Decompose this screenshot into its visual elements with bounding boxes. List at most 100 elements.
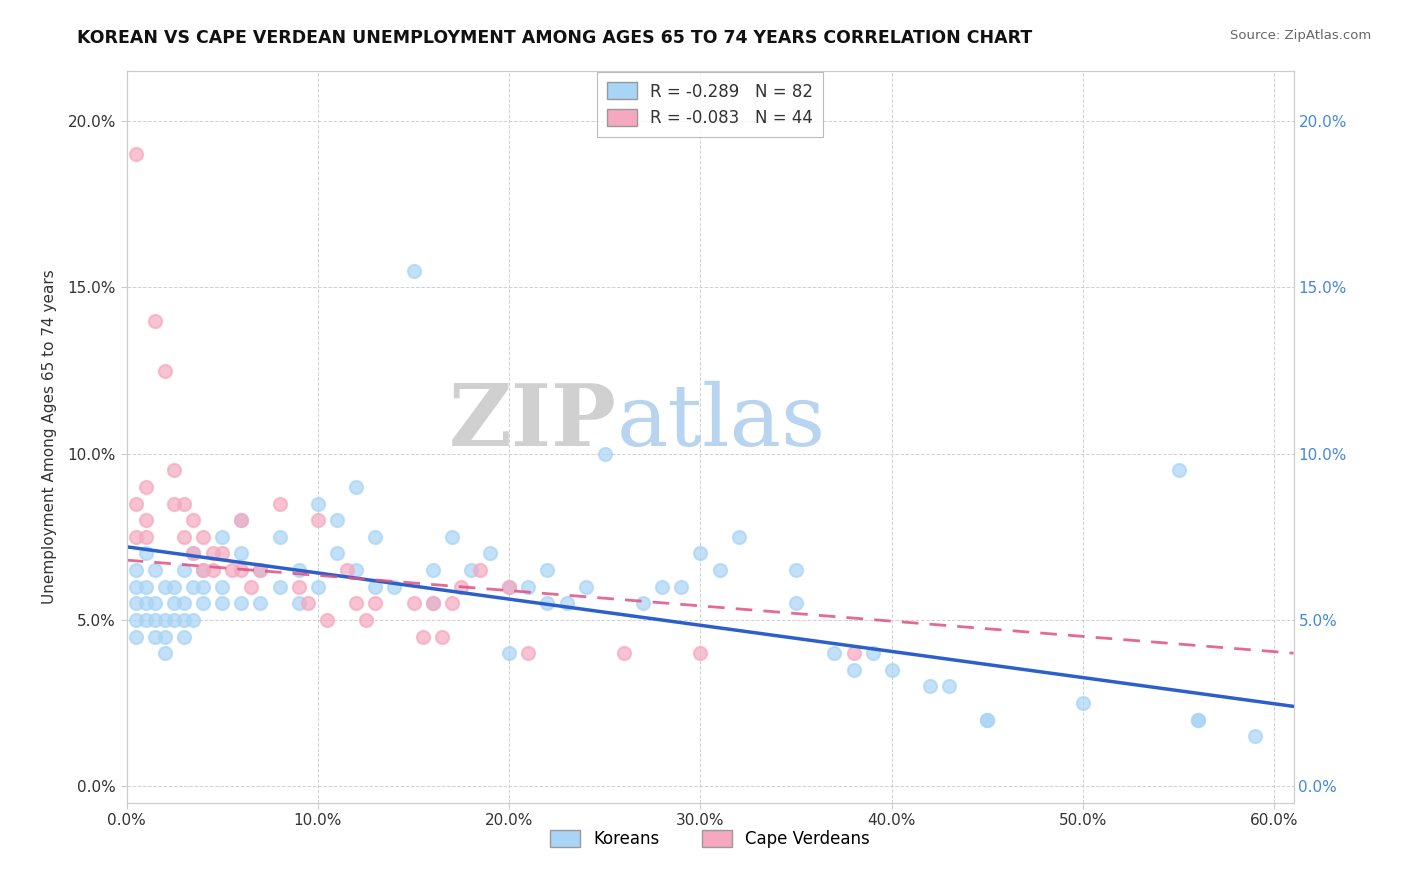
Point [1187,713,1209,727]
Point [422,563,444,577]
Point [689,546,711,560]
Point [785,563,807,577]
Point [163,580,186,594]
Point [183,546,205,560]
Point [364,596,387,610]
Point [326,546,349,560]
Text: KOREAN VS CAPE VERDEAN UNEMPLOYMENT AMONG AGES 65 TO 74 YEARS CORRELATION CHART: KOREAN VS CAPE VERDEAN UNEMPLOYMENT AMON… [77,29,1032,46]
Point [460,563,482,577]
Point [163,613,186,627]
Point [479,546,502,560]
Point [1187,713,1209,727]
Point [536,596,558,610]
Point [918,680,941,694]
Point [153,613,176,627]
Point [135,530,157,544]
Point [135,613,157,627]
Point [125,613,148,627]
Point [364,530,387,544]
Point [201,563,224,577]
Point [173,530,195,544]
Point [143,630,166,644]
Point [163,463,186,477]
Point [231,513,253,527]
Point [153,630,176,644]
Point [191,596,214,610]
Point [307,497,329,511]
Point [727,530,749,544]
Point [470,563,492,577]
Point [191,563,214,577]
Point [173,613,195,627]
Point [191,530,214,544]
Point [976,713,998,727]
Point [709,563,731,577]
Point [440,596,463,610]
Point [183,513,205,527]
Point [842,646,865,660]
Point [326,513,349,527]
Point [125,580,148,594]
Point [432,630,454,644]
Point [880,663,903,677]
Text: ZIP: ZIP [449,381,617,465]
Point [517,580,540,594]
Point [183,580,205,594]
Point [269,530,291,544]
Point [382,580,405,594]
Point [183,546,205,560]
Point [135,513,157,527]
Point [307,580,329,594]
Point [1071,696,1094,710]
Point [422,596,444,610]
Point [450,580,472,594]
Y-axis label: Unemployment Among Ages 65 to 74 years: Unemployment Among Ages 65 to 74 years [42,269,56,605]
Point [613,646,636,660]
Text: Source: ZipAtlas.com: Source: ZipAtlas.com [1230,29,1371,42]
Point [211,596,233,610]
Point [862,646,884,660]
Point [135,480,157,494]
Point [344,596,367,610]
Point [153,363,176,377]
Point [498,646,520,660]
Point [555,596,578,610]
Point [335,563,357,577]
Point [125,530,148,544]
Point [938,680,960,694]
Point [135,580,157,594]
Point [239,580,262,594]
Point [183,613,205,627]
Point [517,646,540,660]
Point [191,580,214,594]
Point [231,596,253,610]
Point [163,596,186,610]
Point [976,713,998,727]
Point [631,596,654,610]
Point [191,563,214,577]
Point [249,563,271,577]
Point [402,264,425,278]
Point [1167,463,1189,477]
Point [440,530,463,544]
Point [125,497,148,511]
Point [689,646,711,660]
Point [823,646,845,660]
Point [422,596,444,610]
Point [307,513,329,527]
Point [354,613,377,627]
Point [231,563,253,577]
Point [153,646,176,660]
Point [412,630,434,644]
Point [173,630,195,644]
Point [143,613,166,627]
Point [269,580,291,594]
Point [173,497,195,511]
Point [1244,729,1267,743]
Point [221,563,243,577]
Point [344,563,367,577]
Point [297,596,319,610]
Text: atlas: atlas [617,381,825,464]
Point [125,630,148,644]
Point [125,147,148,161]
